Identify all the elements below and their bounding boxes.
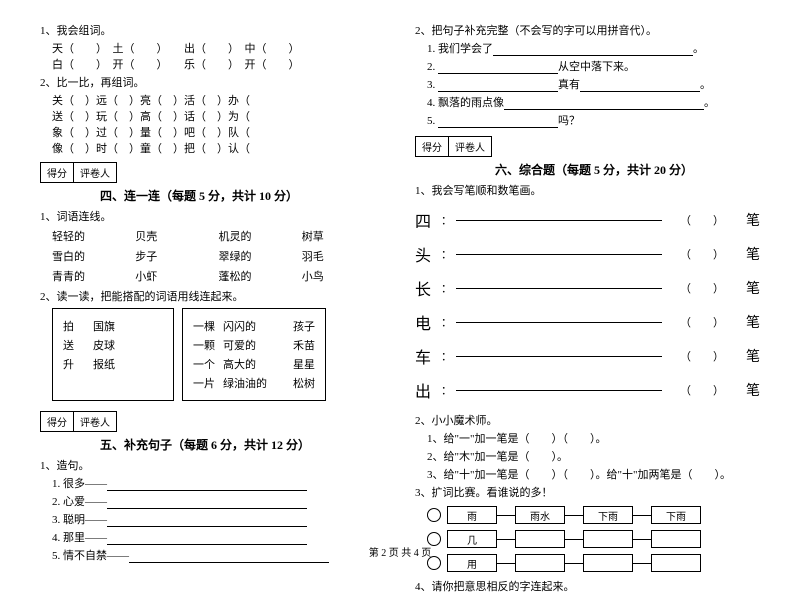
stroke-row-3: 电：（ ）笔 — [415, 310, 760, 334]
sentence-1: 1. 很多—— — [40, 475, 385, 491]
section-5-title: 五、补充句子（每题 6 分，共计 12 分） — [100, 436, 385, 453]
sec4-q2: 2、读一读，把能搭配的词语用线连起来。 — [40, 288, 385, 304]
q2-row-3: 像（ ）时（ ）童（ ）把（ ）认（ — [40, 140, 385, 156]
match-row-0: 轻轻的贝壳机灵的树草 — [40, 228, 385, 244]
sentence-4: 4. 那里—— — [40, 529, 385, 545]
sec6-q3: 3、扩词比赛。看谁说的多！ — [415, 484, 760, 500]
right-column: 2、把句子补充完整（不会写的字可以用拼音代）。 1. 我们学会了。 2. 从空中… — [415, 20, 760, 596]
reviewer-label: 评卷人 — [74, 163, 116, 182]
q2-row-0: 关（ ）远（ ）亮（ ）活（ ）办（ — [40, 92, 385, 108]
sec6-q2: 2、小小魔术师。 — [415, 412, 760, 428]
stroke-row-4: 车：（ ）笔 — [415, 344, 760, 368]
sentence-2: 2. 心爱—— — [40, 493, 385, 509]
sec6-q4: 4、请你把意思相反的字连起来。 — [415, 578, 760, 594]
score-label: 得分 — [41, 163, 74, 182]
r-q2-title: 2、把句子补充完整（不会写的字可以用拼音代）。 — [415, 22, 760, 38]
score-box-4: 得分 评卷人 — [40, 162, 117, 183]
stroke-row-1: 头：（ ）笔 — [415, 242, 760, 266]
q2-row-1: 送（ ）玩（ ）高（ ）话（ ）为（ — [40, 108, 385, 124]
stroke-row-0: 四：（ ）笔 — [415, 208, 760, 232]
fill-3: 3. 真有。 — [415, 76, 760, 92]
left-column: 1、我会组词。 天（ ） 土（ ） 出（ ） 中（ ） 白（ ） 开（ ） 乐（… — [40, 20, 385, 596]
circle-icon — [427, 508, 441, 522]
magic-3: 3、给"十"加一笔是（ ）（ ）。给"十"加两笔是（ ）。 — [415, 466, 760, 482]
page-footer: 第 2 页 共 4 页 — [0, 544, 800, 559]
fill-1: 1. 我们学会了。 — [415, 40, 760, 56]
section-4-title: 四、连一连（每题 5 分，共计 10 分） — [100, 187, 385, 204]
left-box: 拍国旗 送皮球 升报纸 — [52, 308, 174, 401]
match-boxes: 拍国旗 送皮球 升报纸 一棵闪闪的孩子 一颗可爱的禾苗 一个高大的星星 一片绿油… — [52, 308, 385, 401]
match-row-1: 雪白的步子翠绿的羽毛 — [40, 248, 385, 264]
stroke-row-5: 出：（ ）笔 — [415, 378, 760, 402]
sec5-q1: 1、造句。 — [40, 457, 385, 473]
q1-row-1: 白（ ） 开（ ） 乐（ ） 开（ ） — [40, 56, 385, 72]
fill-5: 5. 吗？ — [415, 112, 760, 128]
magic-1: 1、给"一"加一笔是（ ）（ ）。 — [415, 430, 760, 446]
match-row-2: 青青的小虾蓬松的小鸟 — [40, 268, 385, 284]
magic-2: 2、给"木"加一笔是（ ）。 — [415, 448, 760, 464]
chain-row-0: 雨 雨水 下雨 下雨 — [415, 506, 760, 524]
score-box-5: 得分 评卷人 — [40, 411, 117, 432]
fill-4: 4. 飘落的雨点像。 — [415, 94, 760, 110]
blank-line[interactable] — [107, 480, 307, 491]
stroke-row-2: 长：（ ）笔 — [415, 276, 760, 300]
sec4-q1: 1、词语连线。 — [40, 208, 385, 224]
sentence-3: 3. 聪明—— — [40, 511, 385, 527]
fill-2: 2. 从空中落下来。 — [415, 58, 760, 74]
right-box: 一棵闪闪的孩子 一颗可爱的禾苗 一个高大的星星 一片绿油油的松树 — [182, 308, 326, 401]
q1-row-0: 天（ ） 土（ ） 出（ ） 中（ ） — [40, 40, 385, 56]
sec6-q1: 1、我会写笔顺和数笔画。 — [415, 182, 760, 198]
section-6-title: 六、综合题（每题 5 分，共计 20 分） — [495, 161, 760, 178]
q1-title: 1、我会组词。 — [40, 22, 385, 38]
score-box-6: 得分 评卷人 — [415, 136, 492, 157]
q2-title: 2、比一比，再组词。 — [40, 74, 385, 90]
q2-row-2: 象（ ）过（ ）量（ ）吧（ ）队（ — [40, 124, 385, 140]
